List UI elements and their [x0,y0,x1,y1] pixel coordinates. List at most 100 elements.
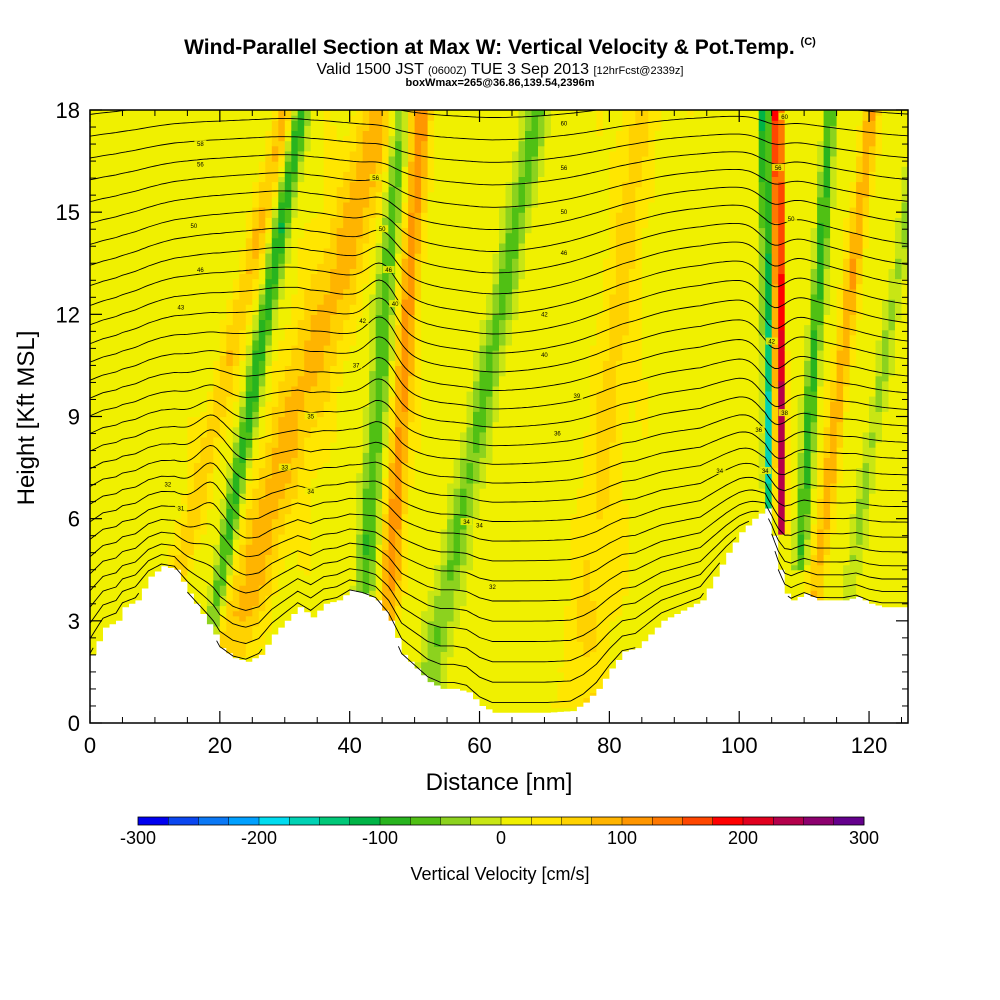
velocity-cell [284,263,292,326]
isentrope-label-bg [778,409,791,417]
velocity-cell [466,110,474,392]
velocity-cell [343,319,351,361]
isentrope-line [90,222,908,274]
velocity-cell [258,304,266,320]
velocity-cell [271,518,279,561]
velocity-cell [687,115,695,723]
velocity-cell [232,615,240,658]
isentrope-line [90,476,908,542]
velocity-cell [297,375,305,412]
velocity-cell [291,345,299,387]
velocity-cell [810,329,818,392]
velocity-cell [440,651,448,709]
velocity-cell [531,110,539,157]
velocity-cell [219,631,227,653]
velocity-cell [395,186,403,223]
velocity-cell [589,651,597,693]
velocity-cell [271,237,279,285]
velocity-cell [447,620,455,658]
velocity-cell [310,385,318,428]
valid-zulu: (0600Z) [428,65,467,77]
velocity-cell [765,391,773,484]
isentrope-line [90,414,908,465]
velocity-cell [226,350,234,366]
velocity-cell [278,253,286,264]
isentrope-label-bg [785,214,798,222]
velocity-cell [375,544,383,591]
velocity-cell [460,431,468,458]
velocity-cell [784,350,792,535]
velocity-cell [271,299,279,310]
velocity-cell [226,299,234,326]
velocity-cell [791,564,799,571]
velocity-cell [492,350,500,387]
x-tick-label: 20 [208,733,232,758]
velocity-cell [901,110,908,167]
velocity-cell [284,130,292,142]
colorbar-tick-label: 100 [607,828,637,848]
velocity-cell [356,161,364,239]
velocity-cell [778,110,786,183]
velocity-cell [486,110,494,295]
isentrope-line [90,520,908,622]
velocity-cell [330,314,338,366]
colorbar-swatch [803,817,835,825]
velocity-cell [518,110,526,142]
velocity-cell [499,319,507,346]
velocity-cell [258,253,266,269]
velocity-cell [408,314,416,377]
velocity-cell [245,447,253,458]
velocity-cell [252,488,260,520]
velocity-cell [258,646,266,653]
velocity-cell [557,671,565,683]
velocity-cell [843,365,851,387]
velocity-cell [473,350,481,382]
velocity-cell [817,528,825,566]
velocity-cell [278,498,286,535]
velocity-cell [771,467,779,520]
velocity-cell [758,181,766,229]
velocity-cell [206,508,214,586]
velocity-cell [823,380,831,428]
velocity-cell [758,130,766,183]
isentrope-label-bg [460,518,473,526]
velocity-cell [271,110,279,121]
velocity-cell [576,595,584,642]
velocity-cell [297,150,305,162]
velocity-cell [213,436,221,469]
velocity-cell [213,580,221,607]
velocity-cell [278,140,286,157]
velocity-cell [180,574,188,586]
velocity-cell [213,467,221,545]
velocity-cell [797,110,805,397]
velocity-cell [862,217,870,249]
velocity-cell [421,212,429,264]
velocity-cell [836,421,844,448]
velocity-cell [401,411,409,464]
velocity-cell [109,110,117,723]
velocity-cell [531,207,539,723]
velocity-cell [589,345,597,601]
velocity-cell [291,457,299,499]
velocity-cell [525,232,533,723]
isentrope-label-bg [174,504,187,512]
velocity-cell [304,222,312,290]
velocity-cell [116,110,124,723]
velocity-cell [810,227,818,269]
velocity-cell [356,534,364,591]
velocity-cell [252,457,260,489]
velocity-cell [297,110,305,137]
velocity-cell [538,176,546,723]
velocity-cell [408,212,416,315]
isentrope-label: 50 [561,210,568,216]
velocity-cell [875,375,883,412]
velocity-cell [447,559,455,581]
velocity-cell [901,201,908,249]
colorbar-swatch [259,817,290,825]
velocity-cell [258,319,266,361]
velocity-cell [557,682,565,709]
velocity-cell [239,544,247,586]
velocity-cell [479,370,487,433]
velocity-cell [258,293,266,305]
velocity-cell [758,334,766,489]
